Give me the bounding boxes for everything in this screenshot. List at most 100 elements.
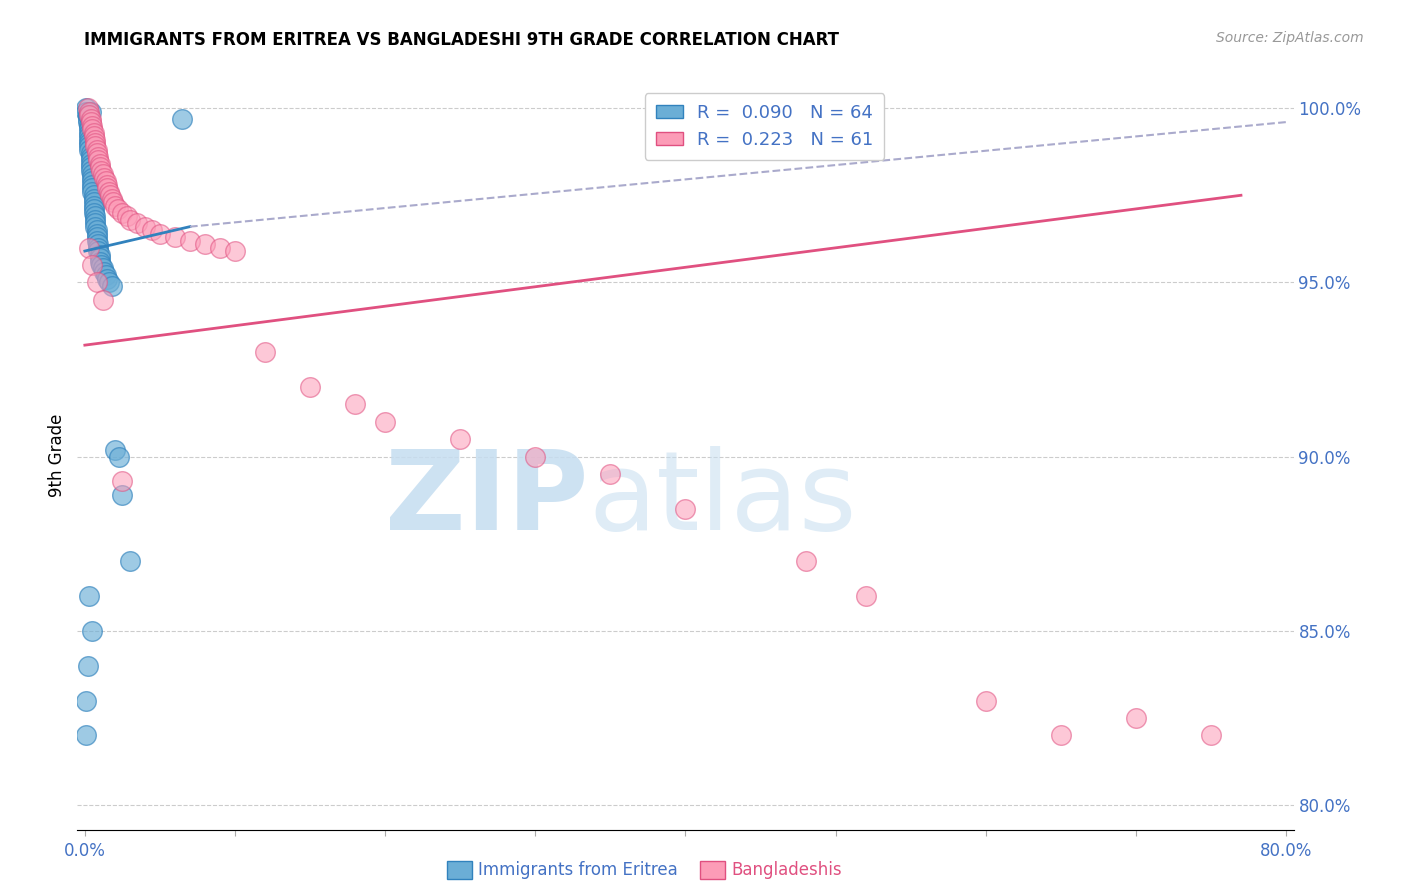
Point [86, 276, 108, 290]
Point [75, 104, 97, 119]
Point [82, 185, 104, 199]
Point [108, 450, 131, 464]
Point [524, 450, 547, 464]
Point [141, 223, 163, 237]
Point [80, 164, 103, 178]
Point [89, 247, 111, 261]
Point [87, 241, 110, 255]
Point [76, 108, 98, 122]
Point [344, 397, 367, 411]
Point [76, 108, 98, 122]
Point [90, 164, 112, 178]
Point [79, 119, 101, 133]
Point [84, 212, 107, 227]
Point [1199, 729, 1222, 743]
Point [79, 136, 101, 150]
Point [675, 502, 697, 516]
Point [163, 230, 186, 244]
Point [179, 234, 201, 248]
Point [103, 195, 125, 210]
Text: ZIP: ZIP [385, 446, 588, 553]
Text: Bangladeshis: Bangladeshis [731, 861, 842, 879]
Point [82, 178, 104, 192]
Point [172, 112, 194, 126]
Point [107, 202, 129, 217]
Point [83, 192, 105, 206]
Point [75, 693, 97, 707]
Point [82, 122, 104, 136]
Point [84, 216, 107, 230]
Legend: R =  0.090   N = 64, R =  0.223   N = 61: R = 0.090 N = 64, R = 0.223 N = 61 [645, 93, 884, 160]
Point [82, 170, 104, 185]
Point [79, 126, 101, 140]
Point [104, 199, 127, 213]
Point [127, 216, 149, 230]
Point [79, 108, 101, 122]
Point [86, 227, 108, 241]
Point [87, 237, 110, 252]
Point [82, 258, 104, 272]
Text: IMMIGRANTS FROM ERITREA VS BANGLADESHI 9TH GRADE CORRELATION CHART: IMMIGRANTS FROM ERITREA VS BANGLADESHI 9… [84, 31, 839, 49]
Point [82, 181, 104, 195]
Point [194, 237, 217, 252]
Point [101, 192, 124, 206]
Point [134, 219, 156, 234]
Point [83, 195, 105, 210]
Point [91, 167, 114, 181]
Point [83, 126, 105, 140]
Point [449, 432, 471, 446]
Point [94, 174, 117, 188]
Point [97, 185, 120, 199]
Point [75, 101, 97, 115]
Point [82, 167, 104, 181]
Point [84, 219, 107, 234]
Point [80, 157, 103, 171]
Point [111, 205, 134, 219]
Point [83, 202, 105, 217]
Point [89, 254, 111, 268]
Point [89, 161, 111, 175]
Point [86, 234, 108, 248]
Point [90, 258, 112, 272]
Point [76, 112, 98, 126]
Point [80, 153, 103, 168]
Point [104, 442, 127, 457]
Point [93, 265, 115, 279]
Point [86, 223, 108, 237]
Point [79, 132, 101, 146]
Y-axis label: 9th Grade: 9th Grade [48, 413, 66, 497]
Point [83, 199, 105, 213]
Point [79, 129, 101, 144]
Point [208, 241, 231, 255]
Point [1049, 729, 1071, 743]
Point [224, 244, 246, 258]
Point [80, 115, 103, 129]
Point [84, 136, 107, 150]
Point [79, 589, 101, 603]
Point [118, 554, 141, 568]
Point [101, 279, 124, 293]
Point [97, 276, 120, 290]
Point [82, 624, 104, 638]
Point [91, 293, 114, 307]
Point [75, 729, 97, 743]
Point [855, 589, 877, 603]
Point [79, 139, 101, 153]
Point [80, 161, 103, 175]
Point [86, 143, 108, 157]
Point [93, 170, 115, 185]
Point [89, 157, 111, 171]
Point [974, 693, 997, 707]
Point [98, 188, 121, 202]
Point [79, 122, 101, 136]
Point [80, 146, 103, 161]
Point [89, 251, 111, 265]
Point [86, 146, 108, 161]
Point [82, 119, 104, 133]
Point [76, 101, 98, 115]
Point [83, 129, 105, 144]
Point [253, 345, 276, 359]
Point [84, 132, 107, 146]
Point [79, 143, 101, 157]
Point [111, 488, 134, 502]
